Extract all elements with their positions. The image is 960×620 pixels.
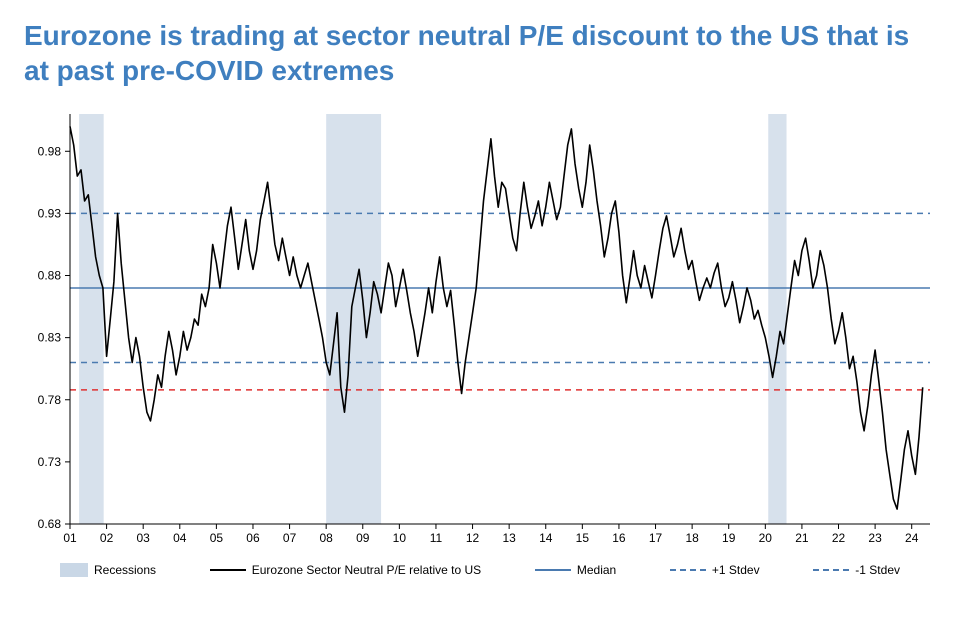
- legend-item-recessions: Recessions: [60, 563, 156, 577]
- x-tick-label: 02: [100, 531, 114, 545]
- legend-label: Recessions: [94, 563, 156, 577]
- legend-swatch: [813, 569, 849, 571]
- x-tick-label: 04: [173, 531, 187, 545]
- x-tick-label: 24: [905, 531, 919, 545]
- legend-label: +1 Stdev: [712, 563, 760, 577]
- x-tick-label: 07: [283, 531, 297, 545]
- chart-container: 0.68 0.73 0.78 0.83 0.88 0.93 0.98 01 02 03 04 05 06…: [20, 104, 940, 584]
- legend-item-plus1stdev: +1 Stdev: [670, 563, 760, 577]
- x-tick-label: 10: [393, 531, 407, 545]
- x-tick-label: 05: [210, 531, 224, 545]
- y-tick-label: 0.93: [38, 206, 62, 220]
- recession-band: [326, 114, 381, 524]
- chart-title: Eurozone is trading at sector neutral P/…: [0, 0, 960, 94]
- y-tick-label: 0.83: [38, 331, 62, 345]
- legend-label: -1 Stdev: [855, 563, 900, 577]
- x-tick-label: 20: [759, 531, 773, 545]
- x-tick-label: 14: [539, 531, 553, 545]
- x-tick-label: 06: [246, 531, 260, 545]
- legend-item-minus1stdev: -1 Stdev: [813, 563, 900, 577]
- x-tick-label: 11: [430, 531, 443, 545]
- x-tick-label: 21: [795, 531, 809, 545]
- line-chart: 0.68 0.73 0.78 0.83 0.88 0.93 0.98 01 02 03 04 05 06…: [20, 104, 940, 584]
- legend-item-series: Eurozone Sector Neutral P/E relative to …: [210, 563, 481, 577]
- series-line: [70, 126, 923, 509]
- x-tick-label: 12: [466, 531, 480, 545]
- x-tick-label: 19: [722, 531, 736, 545]
- x-tick-label: 09: [356, 531, 370, 545]
- x-tick-label: 03: [137, 531, 151, 545]
- x-tick-label: 18: [685, 531, 699, 545]
- legend-label: Eurozone Sector Neutral P/E relative to …: [252, 563, 481, 577]
- recession-band: [768, 114, 786, 524]
- y-tick-label: 0.88: [38, 269, 62, 283]
- chart-legend: Recessions Eurozone Sector Neutral P/E re…: [20, 556, 940, 584]
- x-tick-label: 15: [576, 531, 590, 545]
- legend-swatch: [60, 563, 88, 577]
- y-tick-label: 0.68: [38, 517, 62, 531]
- legend-swatch: [670, 569, 706, 571]
- recession-band: [79, 114, 104, 524]
- x-tick-label: 13: [502, 531, 516, 545]
- legend-item-median: Median: [535, 563, 616, 577]
- y-tick-label: 0.78: [38, 393, 62, 407]
- x-tick-label: 08: [319, 531, 333, 545]
- legend-swatch: [535, 569, 571, 571]
- y-tick-label: 0.73: [38, 455, 62, 469]
- x-tick-label: 16: [612, 531, 626, 545]
- x-tick-label: 22: [832, 531, 846, 545]
- legend-label: Median: [577, 563, 616, 577]
- x-tick-label: 23: [868, 531, 882, 545]
- y-tick-label: 0.98: [38, 144, 62, 158]
- legend-swatch: [210, 569, 246, 571]
- x-tick-label: 17: [649, 531, 663, 545]
- x-tick-label: 01: [63, 531, 77, 545]
